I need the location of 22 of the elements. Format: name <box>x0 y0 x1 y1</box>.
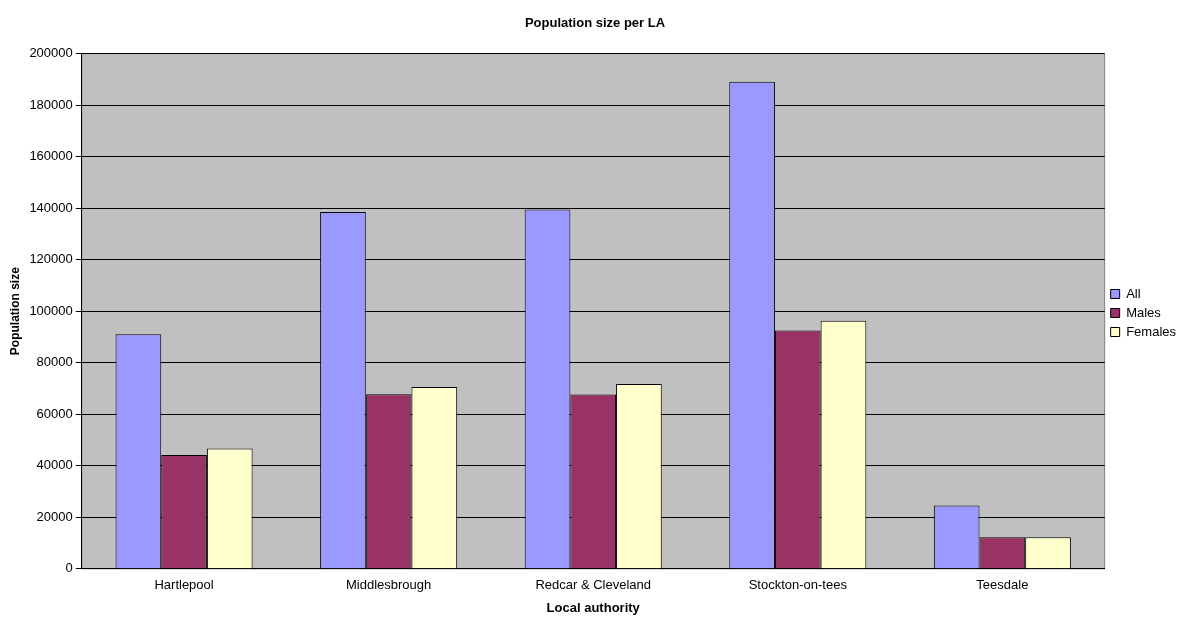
y-tick-label: 140000 <box>29 199 73 215</box>
y-tick-label: 40000 <box>36 457 73 473</box>
legend-label: Males <box>1126 304 1162 320</box>
y-tick-label: 100000 <box>29 302 73 318</box>
y-tick-label: 180000 <box>29 96 73 112</box>
chart-title: Population size per LA <box>524 15 666 31</box>
y-tick-label: 120000 <box>29 251 73 267</box>
x-tick-label: Stockton-on-tees <box>748 577 848 593</box>
x-axis-title: Local authority <box>546 599 641 615</box>
y-tick-label: 20000 <box>36 508 73 524</box>
y-tick-label: 160000 <box>29 148 73 164</box>
y-tick-label: 0 <box>65 560 73 576</box>
y-tick-label: 200000 <box>29 45 73 61</box>
x-tick-label: Teesdale <box>976 577 1029 593</box>
x-tick-label: Hartlepool <box>154 577 214 593</box>
y-tick-label: 60000 <box>36 405 73 421</box>
legend-label: Females <box>1126 323 1177 339</box>
x-tick-label: Redcar & Cleveland <box>535 577 652 593</box>
y-axis-title: Population size <box>7 266 22 356</box>
legend-label: All <box>1126 285 1141 301</box>
y-tick-label: 80000 <box>36 354 73 370</box>
x-tick-label: Middlesbrough <box>346 577 432 593</box>
